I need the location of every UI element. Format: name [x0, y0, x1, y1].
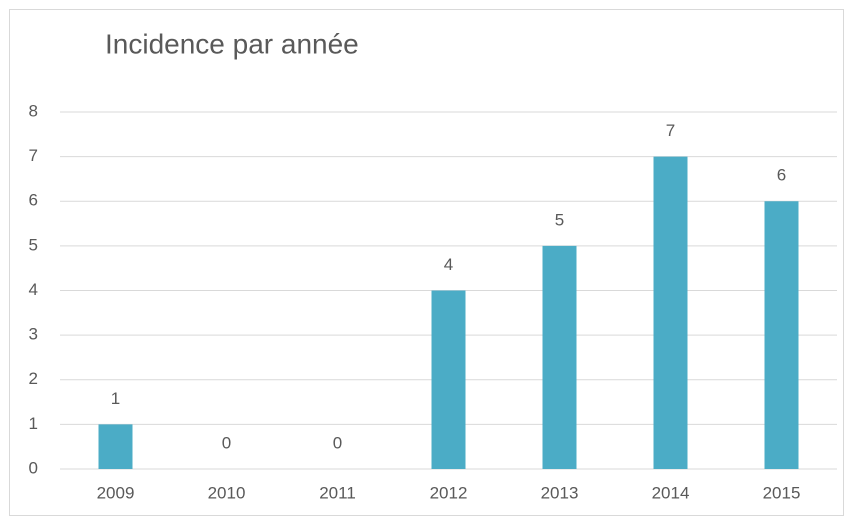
x-tick-label: 2011 — [319, 483, 356, 502]
chart-title: Incidence par année — [105, 28, 359, 59]
y-tick-label: 3 — [29, 325, 38, 344]
x-tick-label: 2013 — [541, 483, 579, 502]
data-label: 5 — [555, 210, 564, 229]
y-tick-label: 2 — [29, 369, 38, 388]
y-tick-label: 4 — [29, 280, 38, 299]
y-tick-label: 5 — [29, 235, 38, 254]
data-label: 1 — [111, 389, 120, 408]
bar — [431, 290, 466, 469]
bar — [542, 245, 577, 469]
chart-border — [9, 9, 844, 516]
data-label: 0 — [333, 433, 342, 452]
y-tick-label: 8 — [29, 101, 38, 120]
data-label: 6 — [777, 166, 786, 185]
x-tick-label: 2010 — [208, 483, 246, 502]
x-tick-label: 2014 — [652, 483, 690, 502]
y-tick-label: 6 — [29, 191, 38, 210]
bar — [98, 424, 133, 469]
data-label: 4 — [444, 255, 453, 274]
y-tick-label: 7 — [29, 146, 38, 165]
data-label: 0 — [222, 433, 231, 452]
x-tick-label: 2012 — [430, 483, 468, 502]
y-tick-label: 1 — [29, 414, 38, 433]
bar — [764, 201, 799, 469]
data-label: 7 — [666, 121, 675, 140]
x-tick-label: 2015 — [763, 483, 801, 502]
y-tick-label: 0 — [29, 458, 38, 477]
bar — [653, 156, 688, 469]
x-tick-label: 2009 — [97, 483, 135, 502]
